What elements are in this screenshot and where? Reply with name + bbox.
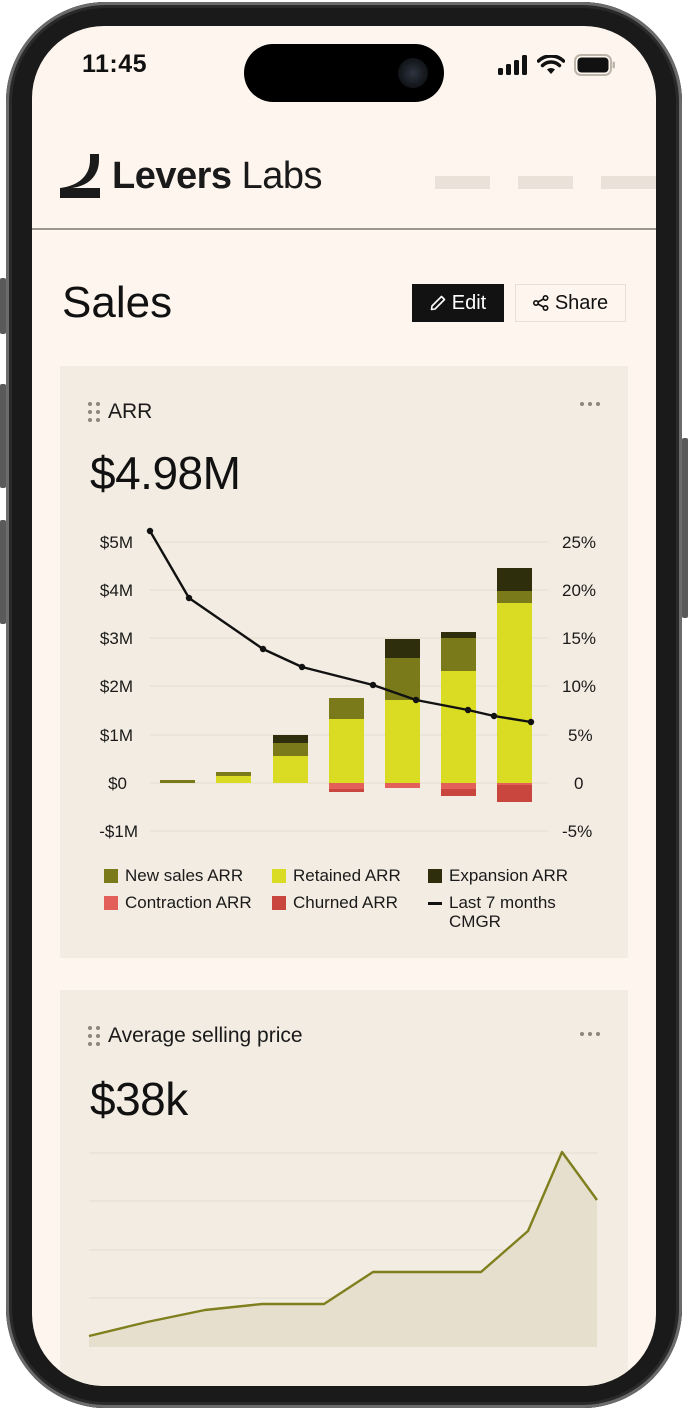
svg-text:10%: 10% [562, 677, 596, 696]
share-button[interactable]: Share [515, 284, 626, 322]
legend-label: Retained ARR [293, 866, 401, 885]
y-axis-left: $5M $4M $3M $2M $1M $0 -$1M [99, 533, 138, 841]
legend-swatch [272, 896, 286, 910]
asp-area [89, 1152, 597, 1347]
asp-line [88, 1150, 598, 1338]
share-icon [532, 295, 549, 311]
legend-swatch [104, 869, 118, 883]
screen: 11:45 [32, 26, 656, 1386]
power-button [682, 438, 688, 618]
status-bar: 11:45 [32, 26, 656, 106]
svg-text:-5%: -5% [562, 822, 592, 841]
drag-handle-icon[interactable] [88, 1026, 100, 1046]
brand-name: Levers Labs [112, 154, 323, 198]
clock: 11:45 [82, 50, 148, 78]
svg-text:5%: 5% [568, 726, 593, 745]
app-header: Levers Labs [32, 144, 656, 230]
arr-value: $4.98M [90, 447, 241, 499]
drag-handle-icon[interactable] [88, 402, 100, 422]
brand-name-light: Labs [241, 154, 323, 197]
asp-chart [88, 1150, 598, 1347]
arr-card: ARR $4.98M $5M $4M $3M $2M $1M $0 [60, 366, 628, 958]
legend-label: Contraction ARR [125, 893, 252, 912]
page-title: Sales [62, 278, 173, 327]
chart-legend: New sales ARR Retained ARR Expansion ARR… [104, 866, 604, 931]
svg-text:20%: 20% [562, 581, 596, 600]
pencil-icon [430, 295, 446, 311]
legend-item[interactable]: Last 7 months CMGR [428, 893, 598, 931]
svg-text:15%: 15% [562, 629, 596, 648]
volume-down-button [0, 520, 6, 624]
legend-swatch [272, 869, 286, 883]
edit-button[interactable]: Edit [412, 284, 504, 322]
legend-item[interactable]: Contraction ARR [104, 893, 272, 931]
card-header: Average selling price [88, 1024, 303, 1048]
gridlines [150, 541, 548, 832]
battery-icon [574, 54, 615, 76]
signal-bars-icon [498, 55, 527, 75]
brand-name-bold: Levers [112, 154, 232, 197]
nav-placeholders [435, 176, 656, 189]
nav-placeholder-2[interactable] [518, 176, 573, 189]
nav-placeholder-3[interactable] [601, 176, 656, 189]
arr-chart: $5M $4M $3M $2M $1M $0 -$1M 25% 20% 15% … [99, 527, 596, 841]
bars [160, 568, 532, 802]
legend-label: Expansion ARR [449, 866, 569, 885]
cmgr-line [146, 527, 535, 726]
share-label: Share [554, 291, 609, 314]
svg-text:$5M: $5M [100, 533, 133, 552]
asp-card: Average selling price $38k [60, 990, 628, 1386]
legend-swatch [104, 896, 118, 910]
page-header: Sales Edit Share [62, 276, 626, 336]
svg-text:$1M: $1M [100, 726, 133, 745]
legend-label: Last 7 months CMGR [449, 893, 556, 931]
card-header: ARR [88, 400, 152, 424]
dynamic-island [244, 44, 444, 102]
legend-item[interactable]: Expansion ARR [428, 866, 598, 885]
nav-placeholder-1[interactable] [435, 176, 490, 189]
svg-text:-$1M: -$1M [99, 822, 138, 841]
legend-item[interactable]: New sales ARR [104, 866, 272, 885]
svg-text:$0: $0 [108, 774, 127, 793]
legend-item[interactable]: Retained ARR [272, 866, 428, 885]
action-button [0, 278, 6, 334]
brand-logo[interactable]: Levers Labs [60, 154, 323, 198]
svg-text:25%: 25% [562, 533, 596, 552]
legend-line-swatch [428, 902, 442, 905]
more-icon[interactable] [580, 402, 600, 406]
asp-value: $38k [90, 1073, 188, 1125]
card-title: Average selling price [108, 1024, 303, 1047]
wifi-icon [537, 55, 565, 74]
legend-label: New sales ARR [125, 866, 244, 885]
more-icon[interactable] [580, 1032, 600, 1036]
card-title: ARR [108, 400, 153, 423]
volume-up-button [0, 384, 6, 488]
legend-swatch [428, 869, 442, 883]
camera-icon [398, 58, 428, 88]
status-icons [498, 54, 616, 76]
svg-text:$4M: $4M [100, 581, 133, 600]
svg-text:$3M: $3M [100, 629, 133, 648]
levers-logo-icon [60, 154, 100, 198]
legend-item[interactable]: Churned ARR [272, 893, 428, 931]
edit-label: Edit [451, 291, 487, 314]
legend-label: Churned ARR [293, 893, 398, 912]
y-axis-right: 25% 20% 15% 10% 5% 0 -5% [562, 533, 596, 841]
svg-text:0: 0 [574, 774, 583, 793]
svg-text:$2M: $2M [100, 677, 133, 696]
